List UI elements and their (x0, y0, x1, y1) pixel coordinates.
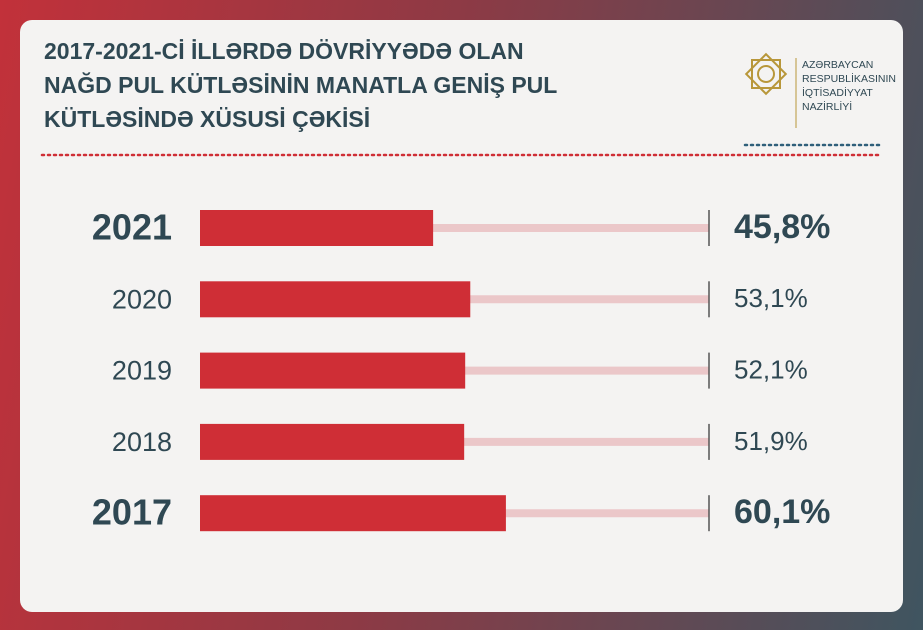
logo-text: RESPUBLİKASININ (802, 72, 896, 85)
category-label: 2018 (112, 427, 172, 457)
value-label: 60,1% (734, 493, 830, 531)
category-label: 2020 (112, 284, 172, 314)
category-label: 2017 (92, 492, 172, 533)
bar (200, 210, 434, 246)
logo-text: NAZİRLİYİ (802, 100, 852, 113)
chart-title: KÜTLƏSİNDƏ XÜSUSİ ÇƏKİSİ (44, 106, 370, 132)
bar (200, 281, 471, 318)
bar (200, 495, 506, 532)
logo-icon (744, 52, 788, 96)
value-label: 52,1% (734, 354, 808, 384)
category-label: 2021 (92, 207, 172, 248)
chart-title: 2017-2021-Cİ İLLƏRDƏ DÖVRİYYƏDƏ OLAN (44, 38, 524, 64)
chart-title: NAĞD PUL KÜTLƏSİNİN MANATLA GENİŞ PUL (44, 71, 557, 98)
value-label: 51,9% (734, 426, 808, 456)
bar (200, 423, 465, 460)
logo-text: İQTİSADİYYAT (802, 86, 873, 99)
bar (200, 352, 466, 389)
value-label: 53,1% (734, 283, 808, 313)
logo-text: AZƏRBAYCAN (802, 59, 873, 71)
value-label: 45,8% (734, 208, 830, 246)
category-label: 2019 (112, 356, 172, 386)
